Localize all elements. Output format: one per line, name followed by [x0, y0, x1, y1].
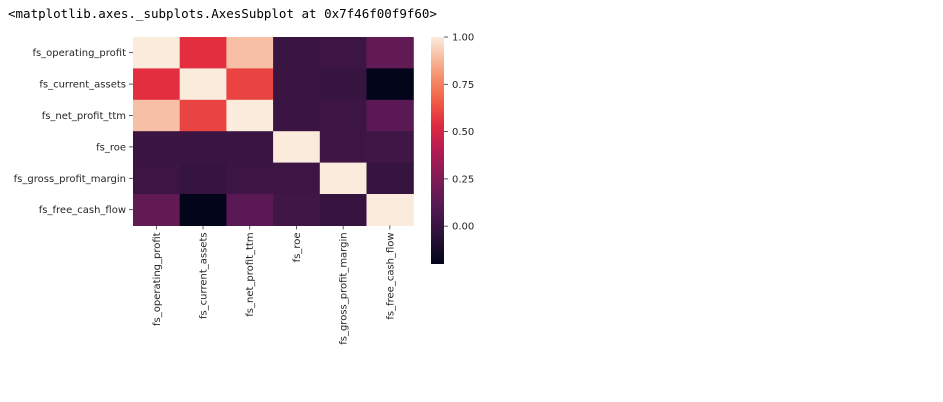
heatmap-cell-4-0: [133, 162, 181, 195]
heatmap-cell-0-5: [366, 37, 414, 69]
heatmap-cell-3-0: [133, 131, 181, 164]
heatmap-cell-5-4: [319, 194, 368, 226]
colorbar-tick-label: 0.00: [452, 222, 474, 233]
heatmap-cell-0-0: [133, 37, 181, 69]
heatmap-cell-5-5: [366, 194, 414, 226]
heatmap-cell-2-5: [366, 99, 414, 132]
heatmap-cell-2-2: [226, 99, 274, 132]
heatmap-cell-5-3: [273, 194, 321, 226]
column-tick-label: fs_net_profit_ttm: [245, 232, 256, 316]
heatmap-cell-5-1: [179, 194, 227, 226]
heatmap-cell-1-4: [319, 68, 368, 101]
row-tick-label: fs_net_profit_ttm: [42, 111, 126, 122]
colorbar-tick-label: 0.75: [452, 80, 474, 91]
column-tick-label: fs_gross_profit_margin: [339, 232, 350, 344]
output-repr-text: <matplotlib.axes._subplots.AxesSubplot a…: [8, 6, 437, 21]
heatmap-cell-3-3: [273, 131, 321, 164]
heatmap-cell-4-2: [226, 162, 274, 195]
heatmap-cell-1-2: [226, 68, 274, 101]
heatmap-cell-1-3: [273, 68, 321, 101]
heatmap-cell-2-3: [273, 99, 321, 132]
heatmap-cell-2-4: [319, 99, 368, 132]
row-tick-label: fs_free_cash_flow: [39, 205, 126, 216]
colorbar-ticks: 0.00 0.25 0.50 0.75 1.00: [444, 33, 474, 233]
heatmap-cell-2-0: [133, 99, 181, 132]
column-tick-label: fs_current_assets: [199, 232, 210, 319]
heatmap-cell-2-1: [179, 99, 227, 132]
heatmap-cell-5-2: [226, 194, 274, 226]
heatmap-cell-4-5: [366, 162, 414, 195]
heatmap-cell-1-0: [133, 68, 181, 101]
heatmap-cell-0-4: [319, 37, 368, 69]
colorbar: [431, 37, 444, 264]
heatmap-cell-1-1: [179, 68, 227, 101]
heatmap-cell-3-1: [179, 131, 227, 164]
colorbar-tick-label: 1.00: [452, 33, 474, 44]
row-tick-label: fs_gross_profit_margin: [14, 174, 126, 185]
column-tick-label: fs_free_cash_flow: [385, 232, 396, 319]
heatmap-cell-0-1: [179, 37, 227, 69]
heatmap-cell-5-0: [133, 194, 181, 226]
colorbar-tick-label: 0.50: [452, 127, 474, 138]
heatmap-cell-4-3: [273, 162, 321, 195]
column-tick-label: fs_operating_profit: [152, 232, 163, 326]
row-tick-label: fs_operating_profit: [32, 48, 126, 59]
row-tick-label: fs_roe: [96, 142, 126, 153]
heatmap-cell-4-1: [179, 162, 227, 195]
heatmap-cell-0-2: [226, 37, 274, 69]
row-tick-label: fs_current_assets: [39, 80, 126, 91]
column-tick-labels: fs_operating_profit fs_current_assets fs_n…: [152, 225, 396, 345]
heatmap-cell-1-5: [366, 68, 414, 101]
heatmap-cell-4-4: [319, 162, 368, 195]
heatmap-cell-3-5: [366, 131, 414, 164]
heatmap-cells: [133, 37, 414, 226]
heatmap-cell-0-3: [273, 37, 321, 69]
heatmap-cell-3-2: [226, 131, 274, 164]
heatmap-cell-3-4: [319, 131, 368, 164]
row-tick-labels: fs_operating_profit fs_current_assets fs_n…: [14, 48, 133, 216]
colorbar-tick-label: 0.25: [452, 174, 474, 185]
column-tick-label: fs_roe: [292, 232, 303, 262]
